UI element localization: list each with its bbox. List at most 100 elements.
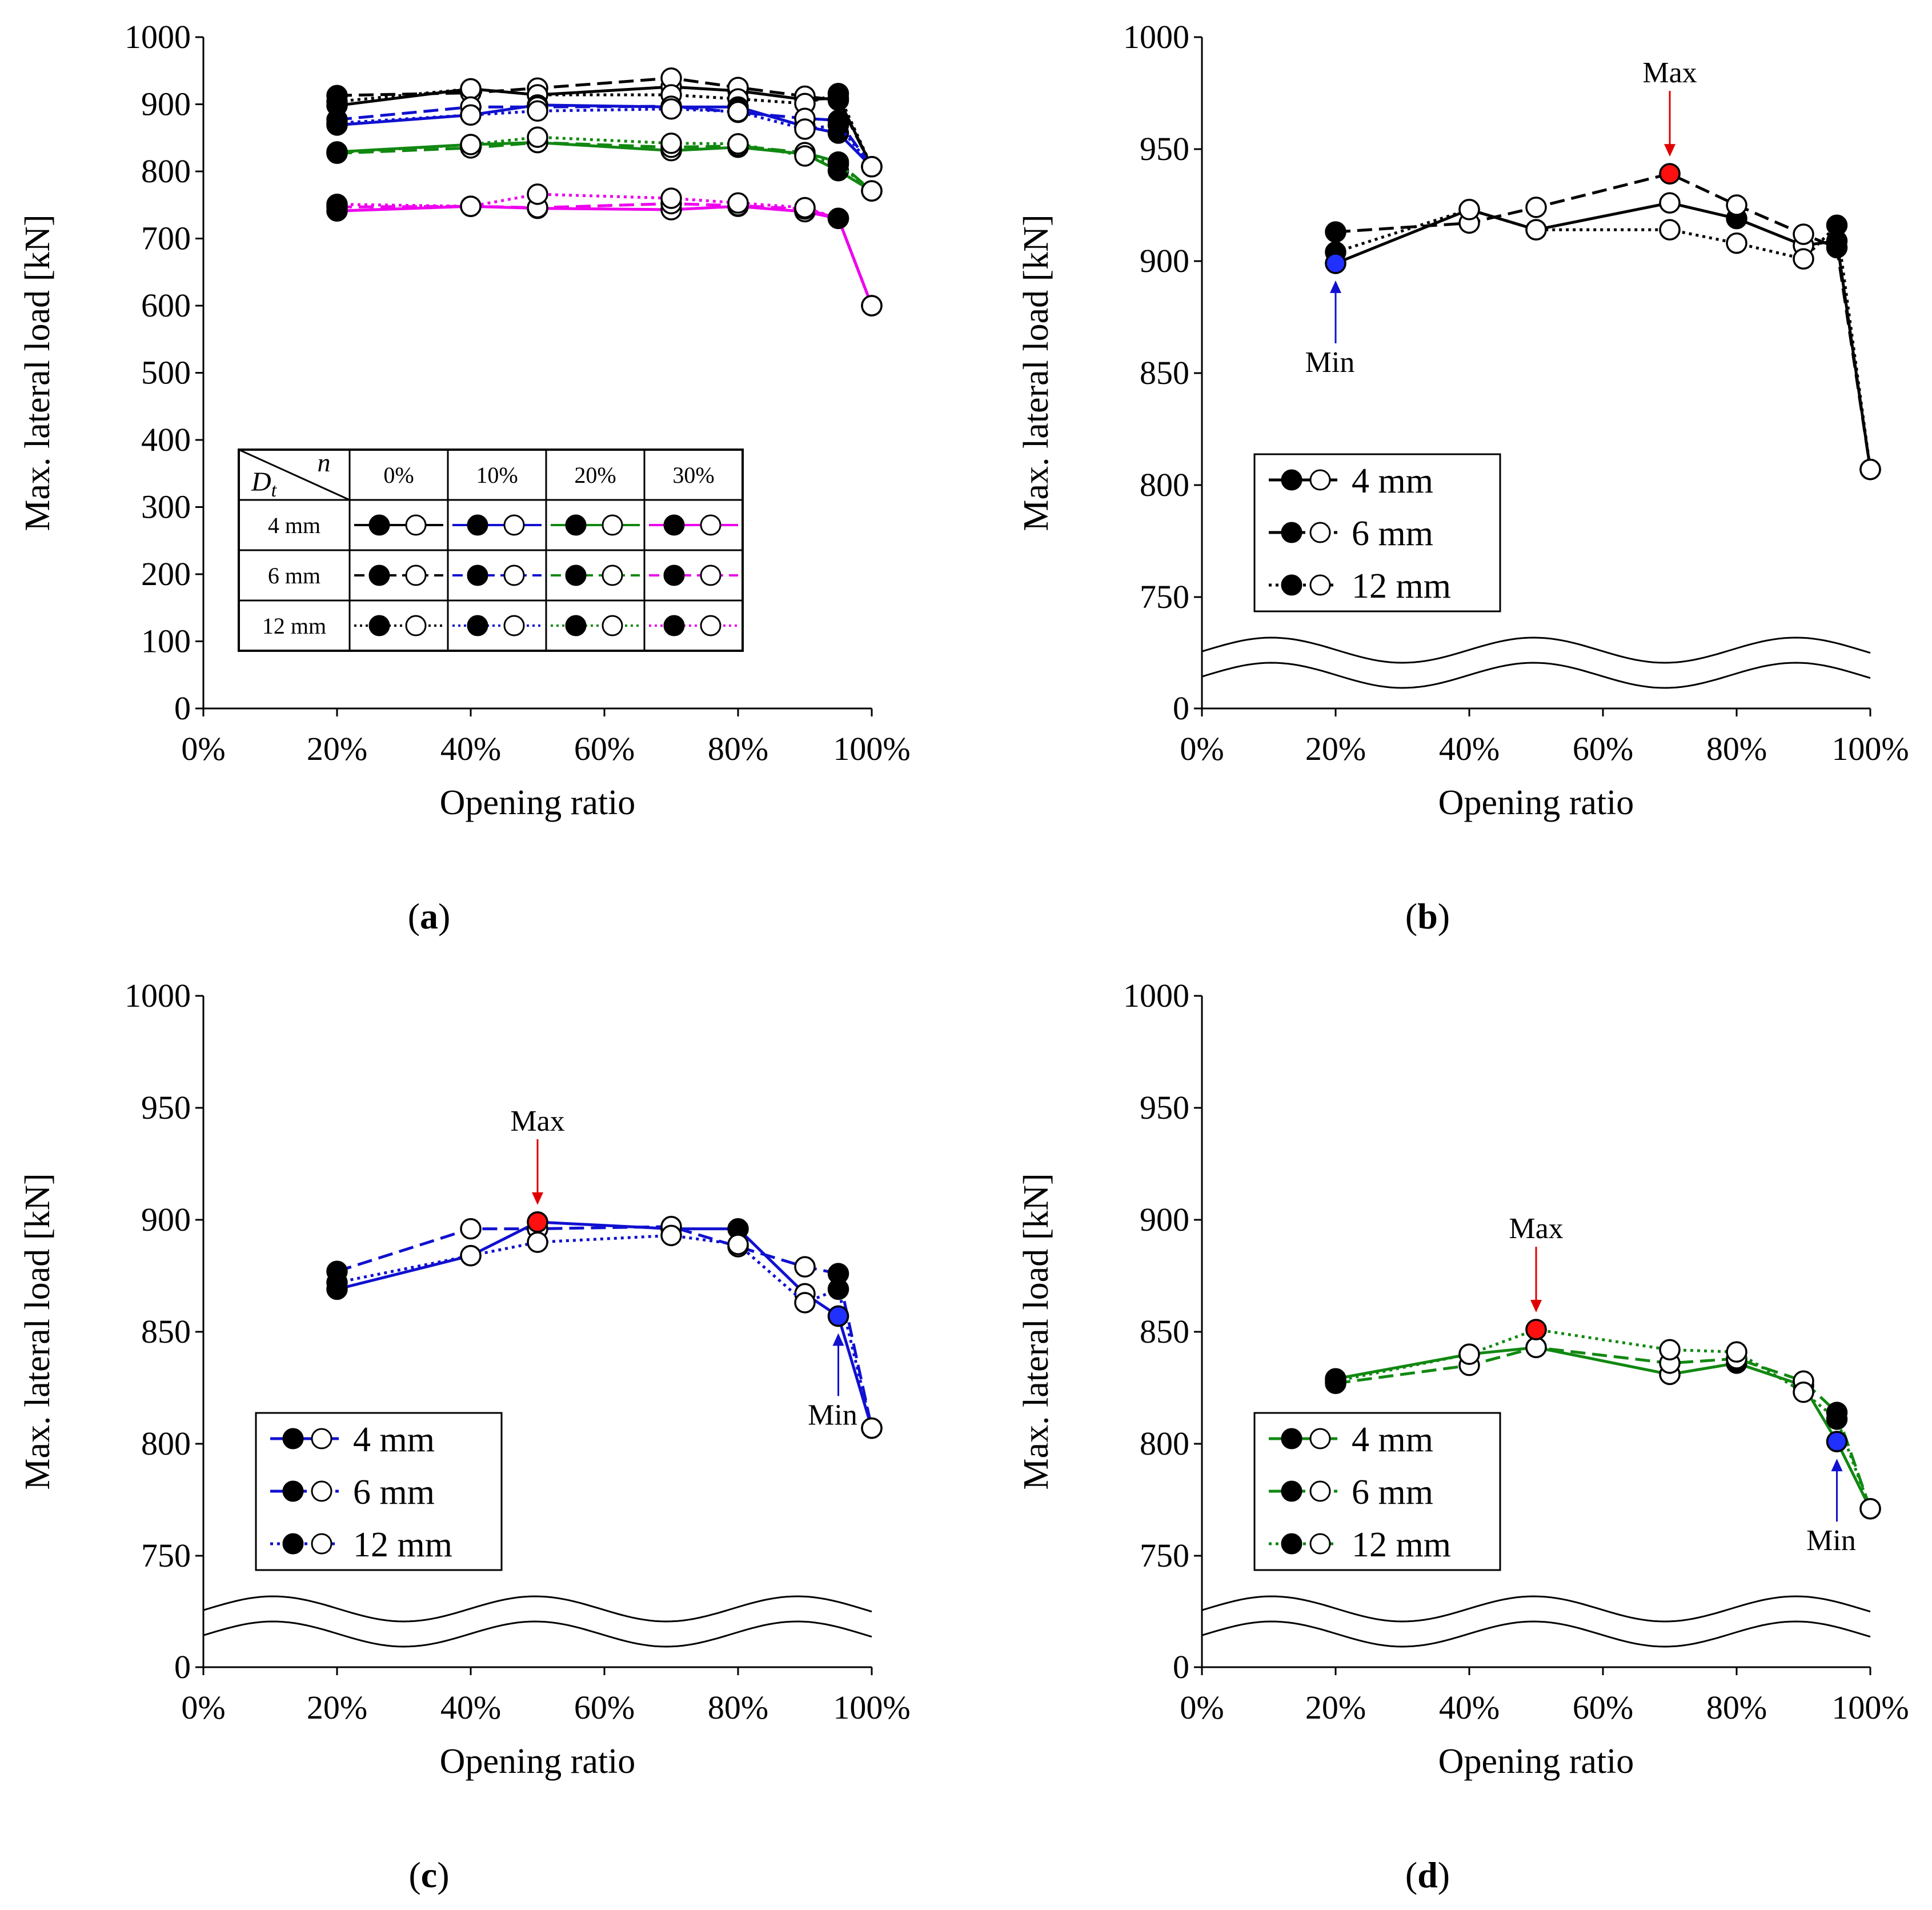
series-line xyxy=(336,135,873,193)
y-tick-label: 950 xyxy=(141,1089,191,1126)
table-header-dt: Dt xyxy=(251,467,278,501)
panel-label: (d) xyxy=(1405,1855,1450,1895)
table-marker-filled xyxy=(663,615,685,636)
x-tick-label: 60% xyxy=(574,1689,635,1726)
axis-break-wave xyxy=(202,1595,872,1623)
y-tick-label: 900 xyxy=(1140,242,1189,279)
annotation-label: Max xyxy=(1642,57,1697,89)
legend-label: 4 mm xyxy=(353,1420,435,1459)
data-point xyxy=(660,98,682,120)
annotation-label: Min xyxy=(808,1399,857,1432)
y-tick-label: 400 xyxy=(141,421,191,458)
panel-label: (c) xyxy=(408,1855,449,1895)
data-point xyxy=(460,195,482,217)
y-tick-label: 0 xyxy=(1173,1648,1189,1685)
series-line xyxy=(1335,1346,1872,1509)
data-point xyxy=(861,180,883,202)
legend-marker-open xyxy=(1309,522,1331,543)
table-row-header: 4 mm xyxy=(268,512,320,538)
data-point xyxy=(861,295,883,317)
x-tick-label: 80% xyxy=(1706,1689,1767,1726)
y-tick-label: 850 xyxy=(1140,354,1189,391)
legend-marker-filled xyxy=(1281,574,1302,596)
legend-label: 4 mm xyxy=(1352,462,1433,500)
x-tick-label: 0% xyxy=(1180,730,1224,767)
data-point xyxy=(1325,221,1346,243)
table-marker-open xyxy=(405,514,427,536)
table-marker-filled xyxy=(467,514,488,536)
x-tick-label: 40% xyxy=(440,730,501,767)
y-tick-label: 750 xyxy=(1140,1537,1189,1574)
panel-c: 0 750 800 850 900 950 1000 0% 20% 40% 60% 80% 100% Op… xyxy=(18,977,911,1895)
data-point xyxy=(1726,232,1747,254)
data-point xyxy=(727,192,749,214)
y-tick-label: 750 xyxy=(141,1537,191,1574)
data-point xyxy=(794,197,816,219)
x-axis-label: Opening ratio xyxy=(1438,1742,1634,1781)
data-point xyxy=(1325,1370,1346,1392)
highlight-point xyxy=(1826,1431,1848,1452)
data-point xyxy=(460,104,482,126)
x-tick-label: 0% xyxy=(1180,1689,1224,1726)
table-marker-open xyxy=(700,615,722,636)
series-line xyxy=(336,77,873,167)
series-line xyxy=(1335,208,1872,470)
data-point xyxy=(1793,1382,1814,1403)
legend-label: 12 mm xyxy=(1352,1525,1451,1564)
highlight-point xyxy=(1325,253,1346,274)
y-axis-label: Max. lateral load [kN] xyxy=(18,214,57,531)
data-point xyxy=(1859,458,1881,480)
series-line xyxy=(336,1234,873,1429)
data-point xyxy=(1458,1343,1480,1365)
data-point xyxy=(861,156,883,178)
y-tick-label: 850 xyxy=(1140,1313,1189,1350)
y-tick-label: 800 xyxy=(1140,1425,1189,1462)
data-point xyxy=(1659,192,1681,214)
table-marker-open xyxy=(405,615,427,636)
annotation-arrowhead xyxy=(1530,1300,1542,1313)
data-point xyxy=(660,187,682,209)
table-diagonal xyxy=(238,449,350,501)
table-col-header: 10% xyxy=(476,462,518,488)
data-point xyxy=(727,101,749,123)
y-tick-label: 1000 xyxy=(125,977,191,1014)
y-tick-label: 700 xyxy=(141,220,191,257)
data-point xyxy=(326,193,348,215)
series-line xyxy=(1335,201,1872,470)
y-tick-label: 200 xyxy=(141,555,191,592)
legend-marker-open xyxy=(311,1480,332,1502)
x-axis-label: Opening ratio xyxy=(1438,783,1634,822)
series-line xyxy=(336,107,873,168)
series-line xyxy=(1335,1346,1872,1509)
legend-marker-filled xyxy=(282,1480,304,1502)
x-tick-label: 0% xyxy=(181,1689,225,1726)
legend-marker-filled xyxy=(1281,1480,1302,1502)
data-point xyxy=(861,1417,883,1439)
highlight-point xyxy=(527,1211,548,1233)
y-tick-label: 750 xyxy=(1140,578,1189,615)
table-marker-open xyxy=(503,514,525,536)
axis-break-wave xyxy=(202,1620,872,1648)
data-point xyxy=(1793,223,1814,245)
data-point xyxy=(1826,214,1848,237)
data-point xyxy=(1525,197,1547,218)
x-tick-label: 20% xyxy=(1305,1689,1366,1726)
x-tick-label: 60% xyxy=(574,730,635,767)
series-line xyxy=(336,141,873,192)
legend-marker-open xyxy=(1309,1428,1331,1449)
data-point xyxy=(326,1272,348,1294)
y-tick-label: 100 xyxy=(141,623,191,660)
series-line xyxy=(336,1220,873,1429)
table-marker-open xyxy=(503,564,525,586)
highlight-point xyxy=(827,1305,849,1327)
data-point xyxy=(460,1218,482,1240)
x-axis-label: Opening ratio xyxy=(440,1742,636,1781)
data-point xyxy=(794,1256,816,1278)
table-marker-filled xyxy=(467,564,488,586)
table-marker-open xyxy=(700,514,722,536)
y-tick-label: 600 xyxy=(141,287,191,324)
data-point xyxy=(1726,1341,1747,1363)
data-point xyxy=(1726,194,1747,216)
panel-b: 0 750 800 850 900 950 1000 0% 20% 40% 60% 80% 100% Op… xyxy=(1017,18,1909,936)
table-col-header: 0% xyxy=(383,462,414,488)
